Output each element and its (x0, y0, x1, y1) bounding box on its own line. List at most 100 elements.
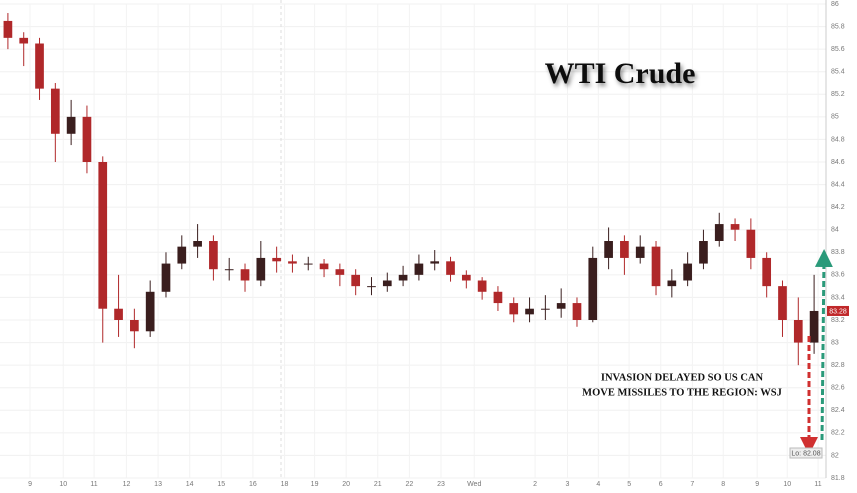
x-tick-label: 16 (249, 481, 257, 488)
y-tick-label: 82.8 (831, 362, 845, 369)
candle-body (809, 310, 819, 343)
candle-body (430, 261, 440, 264)
x-tick-label: 9 (28, 481, 32, 488)
candle-body (319, 263, 329, 270)
x-tick-label: 18 (281, 481, 289, 488)
y-tick-label: 82.4 (831, 407, 845, 414)
y-tick-label: 83.8 (831, 249, 845, 256)
candle-body (19, 37, 29, 44)
candle-body (303, 263, 313, 265)
candle-body (351, 274, 361, 287)
candle-body (461, 274, 471, 281)
candle-body (3, 20, 13, 38)
candle-body (525, 308, 534, 315)
x-tick-label: Wed (467, 481, 481, 488)
candle-body (493, 291, 503, 304)
y-tick-label: 83 (831, 339, 839, 346)
candle-body (477, 280, 487, 292)
y-tick-label: 83.6 (831, 272, 845, 279)
y-tick-label: 84.8 (831, 136, 845, 143)
candle-body (635, 246, 645, 258)
candle-body (35, 43, 44, 89)
candle-body (272, 257, 281, 262)
x-tick-label: 22 (406, 481, 414, 488)
candle-body (509, 303, 519, 315)
x-tick-label: 13 (154, 481, 162, 488)
candle-body (620, 241, 629, 258)
candle-body (114, 308, 123, 320)
x-tick-label: 12 (123, 481, 131, 488)
x-tick-label: 20 (342, 481, 350, 488)
y-tick-label: 85.2 (831, 91, 845, 98)
x-tick-label: 9 (755, 481, 759, 488)
candle-body (367, 286, 376, 288)
candle-body (66, 116, 76, 134)
x-tick-label: 10 (783, 481, 791, 488)
x-tick-label: 11 (90, 481, 97, 488)
x-tick-label: 4 (596, 481, 600, 488)
candle-body (762, 257, 772, 287)
x-tick-label: 10 (59, 481, 67, 488)
candle-body (793, 320, 803, 343)
candle-body (699, 241, 708, 264)
chart-title: WTI Crude (545, 57, 696, 90)
x-tick-label: 14 (186, 481, 194, 488)
y-tick-label: 85 (831, 114, 839, 121)
candles (3, 13, 819, 366)
x-tick-label: 11 (814, 481, 821, 488)
candle-body (398, 274, 408, 281)
candle-body (256, 257, 266, 281)
y-tick-label: 84.6 (831, 159, 845, 166)
candle-body (224, 269, 234, 271)
x-tick-label: 6 (659, 481, 663, 488)
candle-body (730, 224, 740, 230)
candle-body (746, 229, 756, 258)
candle-body (604, 241, 613, 258)
candle-body (161, 263, 171, 292)
annotation: INVASION DELAYED SO US CAN (601, 372, 764, 383)
y-tick-label: 84 (831, 227, 839, 234)
x-tick-label: 21 (374, 481, 382, 488)
candle-body (193, 241, 202, 247)
y-tick-label: 82.6 (831, 385, 845, 392)
x-tick-label: 19 (311, 481, 319, 488)
x-tick-label: 23 (437, 481, 445, 488)
x-tick-label: 7 (690, 481, 694, 488)
candle-body (382, 280, 392, 287)
y-tick-label: 86 (831, 1, 839, 8)
y-tick-label: 85.6 (831, 46, 845, 53)
candle-body (778, 286, 787, 320)
candle-body (588, 257, 598, 320)
low-label: Lo: 82.08 (791, 450, 820, 457)
candle-body (541, 308, 550, 310)
candle-body (667, 280, 677, 287)
candle-body (446, 261, 455, 275)
candle-body (556, 303, 566, 309)
candle-body (240, 269, 250, 281)
low-label-box (789, 447, 823, 459)
candle-body (651, 246, 661, 287)
candle-body (414, 263, 424, 275)
x-tick-label: 2 (533, 481, 537, 488)
y-tick-label: 85.4 (831, 69, 845, 76)
candle-body (145, 291, 155, 332)
up-arrow (814, 249, 833, 441)
candle-body (177, 246, 187, 264)
grid (0, 3, 826, 479)
y-tick-label: 83.4 (831, 294, 845, 301)
last-price-label: 83.28 (829, 308, 847, 315)
annotation: MOVE MISSILES TO THE REGION: WSJ (582, 387, 782, 398)
candle-body (98, 162, 108, 309)
y-tick-label: 82 (831, 452, 839, 459)
y-tick-label: 82.2 (831, 430, 845, 437)
y-tick-label: 84.4 (831, 181, 845, 188)
x-tick-label: 5 (627, 481, 631, 488)
candle-body (130, 320, 139, 332)
candle-body (288, 261, 297, 264)
candle-body (572, 303, 582, 320)
candle-body (714, 224, 724, 241)
x-tick-label: 8 (721, 481, 725, 488)
candle-body (209, 241, 218, 270)
y-tick-label: 85.8 (831, 23, 845, 30)
